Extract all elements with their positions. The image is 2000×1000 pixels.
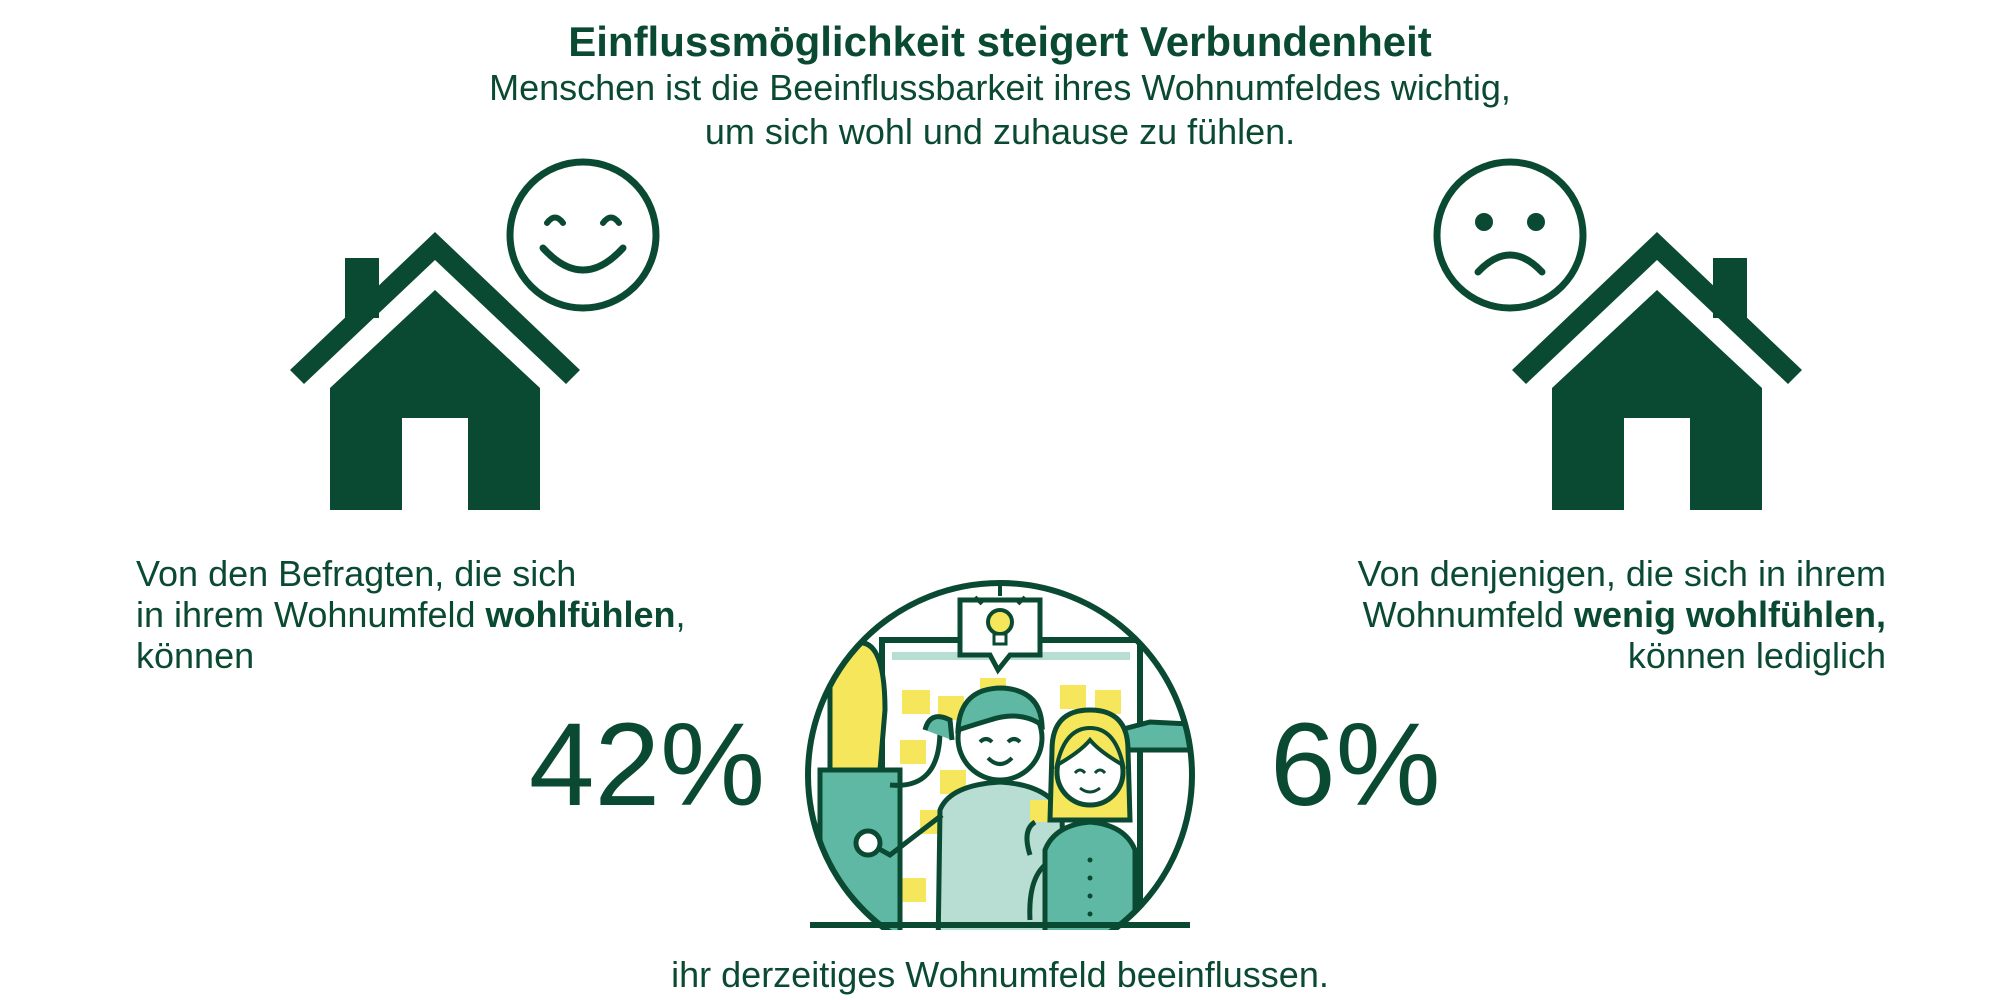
sad-face-icon bbox=[1433, 158, 1587, 312]
right-statement: Von denjenigen, die sich in ihrem Wohnum… bbox=[1100, 553, 1886, 676]
left-statement-line-3: können bbox=[136, 635, 255, 676]
right-line2-bold: wenig wohlfühlen, bbox=[1574, 594, 1886, 635]
left-statement: Von den Befragten, die sich in ihrem Woh… bbox=[136, 553, 856, 676]
page-subtitle: Menschen ist die Beeinflussbarkeit ihres… bbox=[0, 66, 2000, 154]
left-line2-text: in ihrem Wohnumfeld bbox=[136, 594, 486, 635]
left-statement-line-1: Von den Befragten, die sich bbox=[136, 553, 577, 594]
left-statement-line-2: in ihrem Wohnumfeld wohlfühlen, bbox=[136, 594, 856, 635]
subtitle-line-2: um sich wohl und zuhause zu fühlen. bbox=[704, 111, 1296, 152]
left-percentage: 42% bbox=[528, 699, 765, 831]
happy-house-icon bbox=[290, 158, 660, 510]
right-statement-line-2: Wohnumfeld wenig wohlfühlen, bbox=[1100, 594, 1886, 635]
right-statement-line-3: können lediglich bbox=[1627, 635, 1886, 676]
page-title: Einflussmöglichkeit steigert Verbundenhe… bbox=[568, 18, 1432, 65]
footer-statement: ihr derzeitiges Wohnumfeld beeinflussen. bbox=[671, 954, 1329, 995]
left-line2-suffix: , bbox=[675, 594, 686, 635]
lightbulb-icon bbox=[957, 586, 1043, 675]
sad-house-icon bbox=[1433, 158, 1802, 510]
right-statement-line-1: Von denjenigen, die sich in ihrem bbox=[1357, 553, 1886, 594]
subtitle-line-1: Menschen ist die Beeinflussbarkeit ihres… bbox=[489, 67, 1511, 108]
right-percentage: 6% bbox=[1270, 699, 1441, 831]
smiley-face-icon bbox=[506, 158, 660, 312]
left-line2-bold: wohlfühlen bbox=[485, 594, 676, 635]
people-brainstorm-illustration bbox=[805, 580, 1195, 930]
right-line2-text: Wohnumfeld bbox=[1362, 594, 1575, 635]
